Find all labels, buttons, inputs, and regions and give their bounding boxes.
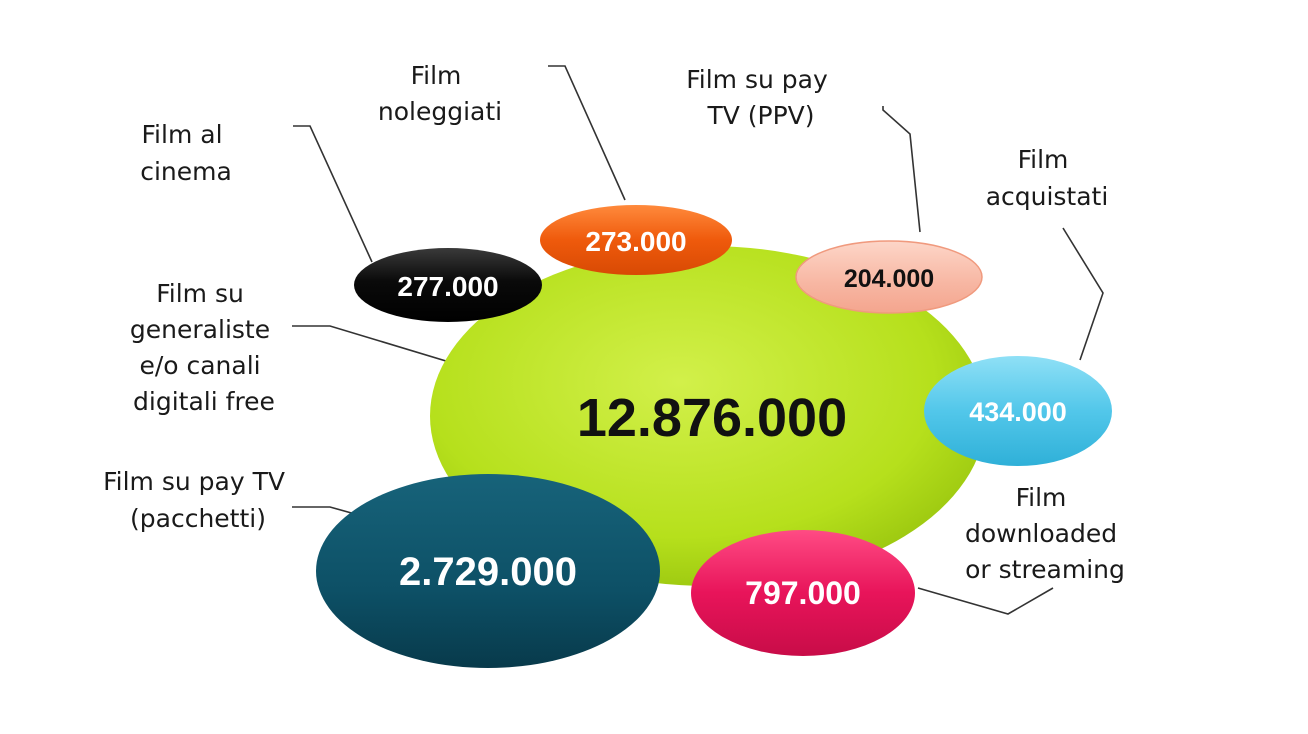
label-acquistati: Film acquistati [986,145,1109,211]
bubble-value: 12.876.000 [577,388,847,448]
leader-line-download [917,587,1054,615]
label-download: Film downloaded or streaming [965,483,1125,584]
leader-line-acquistati [1062,227,1104,361]
bubble-value: 277.000 [397,271,498,302]
label-ppv: Film su pay TV (PPV) [686,65,836,130]
label-pacchetti: Film su pay TV (pacchetti) [103,467,293,533]
bubble-ppv: 204.000 [795,240,983,314]
bubble-noleggiati: 273.000 [540,205,732,275]
leader-lines [292,65,1104,615]
bubble-cinema: 277.000 [354,248,542,322]
leader-line-noleggiati [548,65,626,201]
bubble-acquistati: 434.000 [924,356,1112,466]
label-generaliste: Film su generaliste e/o canali digitali … [130,279,278,416]
bubble-download: 797.000 [691,530,915,656]
bubble-value: 2.729.000 [399,550,577,594]
bubble-pacchetti: 2.729.000 [316,474,660,668]
leader-line-cinema [293,125,373,263]
label-noleggiati: Film noleggiati [378,61,502,126]
bubble-value: 797.000 [745,575,861,611]
label-cinema: Film al cinema [140,120,232,186]
bubble-value: 434.000 [969,397,1067,427]
bubble-value: 273.000 [585,226,686,257]
bubble-value: 204.000 [844,265,934,293]
leader-line-ppv [882,106,921,233]
